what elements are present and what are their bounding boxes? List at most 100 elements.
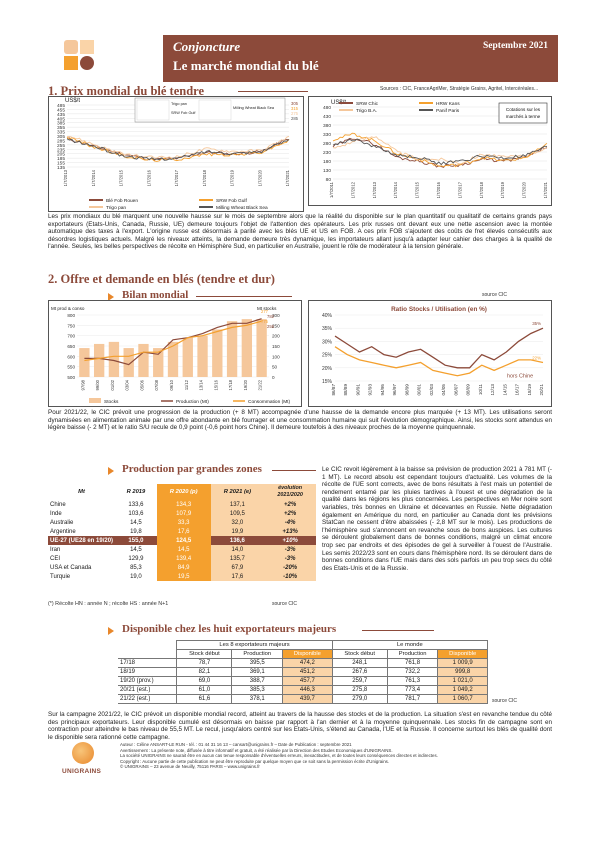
legend-label: Consommation (Mt) <box>248 399 291 405</box>
x-tick-label: 16/17 <box>515 384 520 396</box>
y-axis-label: US$/t <box>331 100 346 106</box>
x-tick-label: 1/7/2020 <box>522 181 527 198</box>
group-header: Le monde <box>331 640 489 650</box>
x-tick-label: 10/11 <box>478 384 483 396</box>
disponible-row: 18/19 82,1 369,1 451,2 267,6 732,2 999,8 <box>118 667 488 677</box>
value-cell: 781,7 <box>386 694 439 704</box>
subtitle-rule <box>362 630 434 631</box>
x-tick-label: 1/7/2015 <box>415 181 420 198</box>
col-header: R 2019 <box>126 489 146 495</box>
col-header: Disponible <box>437 649 488 659</box>
col-header: Production <box>386 649 439 659</box>
zone-cell: Inde <box>50 510 62 517</box>
value-cell: 19,9 <box>210 527 265 536</box>
y-axis-label: US$/t <box>65 98 80 104</box>
y2-tick-label: 100 <box>272 354 280 359</box>
col-header: évolution 2021/2020 <box>264 484 316 500</box>
x-tick-label: 1/7/2019 <box>230 169 235 186</box>
value-cell: 84,9 <box>156 563 211 572</box>
bilan-source: source CIC <box>482 292 508 298</box>
value-cell: +2% <box>264 500 316 509</box>
x-tick-label: 17/18 <box>228 379 233 390</box>
header-banner: Conjoncture Le marché mondial du blé Sep… <box>163 35 558 82</box>
col-header: Mt <box>78 489 85 495</box>
footer-text: Auteur : Céline ANSART-LE RUN - tél. : 0… <box>120 742 560 770</box>
inset-legend-label: Milling Wheat Black Sea <box>233 106 275 110</box>
series-line-hrw-kans <box>332 132 548 168</box>
production-row: Australie 14,5 33,3 32,0 -4% <box>48 518 316 527</box>
x-tick-label: 1/7/2016 <box>146 169 151 186</box>
value-cell: 773,4 <box>386 685 439 695</box>
series-line-trigo-b-a- <box>332 136 548 165</box>
stock-bar <box>123 348 134 377</box>
x-tick-label: 05/06 <box>139 379 144 390</box>
x-tick-label: 1/7/2015 <box>119 169 124 186</box>
x-tick-label: 12/13 <box>490 384 495 396</box>
series-line-milling-wheat-black-sea <box>66 138 290 161</box>
x-tick-label: 1/7/2017 <box>457 181 462 198</box>
y-tick-label: 285 <box>57 138 65 144</box>
end-value-label: 275 <box>291 111 299 116</box>
point-label: 782 <box>267 314 275 319</box>
y2-tick-label: 150 <box>272 344 280 349</box>
y-tick-label: 455 <box>57 107 65 113</box>
x-tick-label: 1/7/2014 <box>393 181 398 198</box>
y2-tick-label: 250 <box>272 323 280 328</box>
legend-label: Trigo pan <box>106 205 126 211</box>
bullet-icon <box>108 467 114 475</box>
value-cell: 82,1 <box>176 667 233 677</box>
value-cell: 124,5 <box>156 536 211 545</box>
campaign-cell: 17/18 <box>118 658 178 668</box>
x-tick-label: 1/7/2014 <box>91 169 96 186</box>
y2-tick-label: 50 <box>272 365 278 370</box>
col-header: Production <box>231 649 284 659</box>
value-cell: 279,0 <box>331 694 388 704</box>
x-tick-label: 1/7/2021 <box>543 181 548 198</box>
x-tick-label: 09/10 <box>169 379 174 390</box>
production-note: (*) Récolte HN : année N ; récolte HS : … <box>48 601 169 607</box>
y-tick-label: 255 <box>57 143 65 149</box>
series-line-monde <box>334 327 544 369</box>
value-cell: -3% <box>264 545 316 554</box>
inset-mini-chart <box>136 99 170 121</box>
y-tick-label: 35% <box>322 326 333 332</box>
inset-mini-chart <box>198 99 232 121</box>
value-cell: 446,3 <box>282 685 333 695</box>
value-cell: +13% <box>264 527 316 536</box>
page-title: Le marché mondial du blé <box>173 58 319 73</box>
value-cell: 14,0 <box>210 545 265 554</box>
value-cell: 369,1 <box>231 667 284 677</box>
note-box <box>498 102 548 124</box>
value-cell: 385,3 <box>231 685 284 695</box>
y-tick-label: 330 <box>323 132 331 138</box>
production-source: source CIC <box>272 601 298 607</box>
section1-source: Sources : CIC, FranceAgriMer, Stratégie … <box>380 86 539 92</box>
price-chart-left: US$/t 485 455 435 405 385 355 335 305 285 255 235 20… <box>48 96 304 212</box>
y-tick-label: 600 <box>67 354 75 359</box>
production-paragraph: Le CIC revoit légèrement à la baisse sa … <box>322 466 552 572</box>
end-value-label: 22% <box>532 356 541 361</box>
col-header: Disponible <box>282 649 333 659</box>
col-header: Stock début <box>176 649 233 659</box>
x-tick-label: 21/22 <box>258 379 263 390</box>
disponible-paragraph: Sur la campagne 2021/22, le CIC prévoit … <box>48 711 552 741</box>
y-tick-label: 380 <box>323 123 331 129</box>
col-header: Stock début <box>331 649 388 659</box>
ratio-chart-svg: Ratio Stocks / Utilisation (en %) 40% 35% 3… <box>322 306 544 396</box>
disponible-row: 20/21 (est.) 61,0 385,3 446,3 275,8 773,4 1 04… <box>118 685 488 695</box>
y-tick-label: 700 <box>67 334 75 339</box>
x-tick-label: 13/14 <box>199 379 204 390</box>
x-tick-label: 02/03 <box>429 384 434 396</box>
value-cell: 14,5 <box>130 546 142 553</box>
x-tick-label: 1/7/2018 <box>479 181 484 198</box>
legend-label: SRW Chic <box>356 101 379 107</box>
logo-square <box>64 56 78 70</box>
zone-cell: Australie <box>50 519 74 526</box>
value-cell: 457,7 <box>282 676 333 686</box>
y-tick-label: 25% <box>322 353 333 359</box>
value-cell: 451,2 <box>282 667 333 677</box>
y-tick-label: 180 <box>323 159 331 165</box>
value-cell: 67,9 <box>210 563 265 572</box>
value-cell: 732,2 <box>386 667 439 677</box>
